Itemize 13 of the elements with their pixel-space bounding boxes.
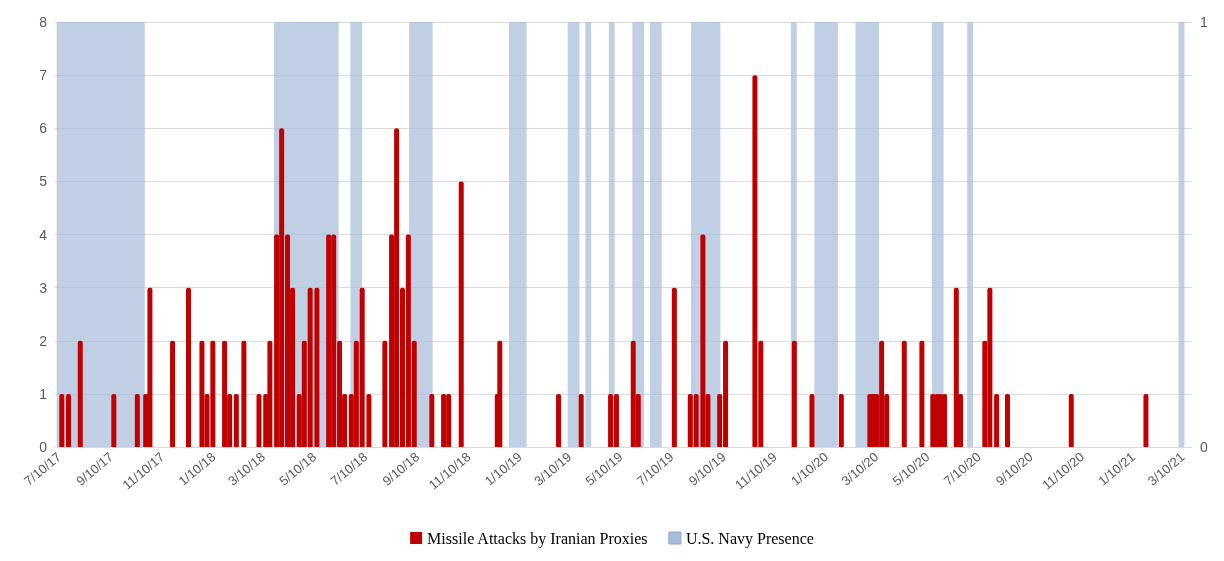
y-tick-label: 5 [39,173,48,190]
y-tick-label: 7 [39,67,48,84]
y-tick-label: 0 [39,439,48,455]
y-tick-label: 8 [39,14,48,30]
y-tick-label: 3 [39,279,48,296]
legend-label: Missile Attacks by Iranian Proxies [427,529,648,548]
y-tick-label: 2 [39,332,48,349]
y-tick-label: 4 [39,226,48,243]
y-tick-label: 6 [39,120,48,137]
y2-tick-label: 1 [1200,14,1208,30]
y2-tick-label: 0 [1200,439,1208,455]
y-tick-label: 1 [39,385,48,402]
legend-label: U.S. Navy Presence [685,529,814,548]
